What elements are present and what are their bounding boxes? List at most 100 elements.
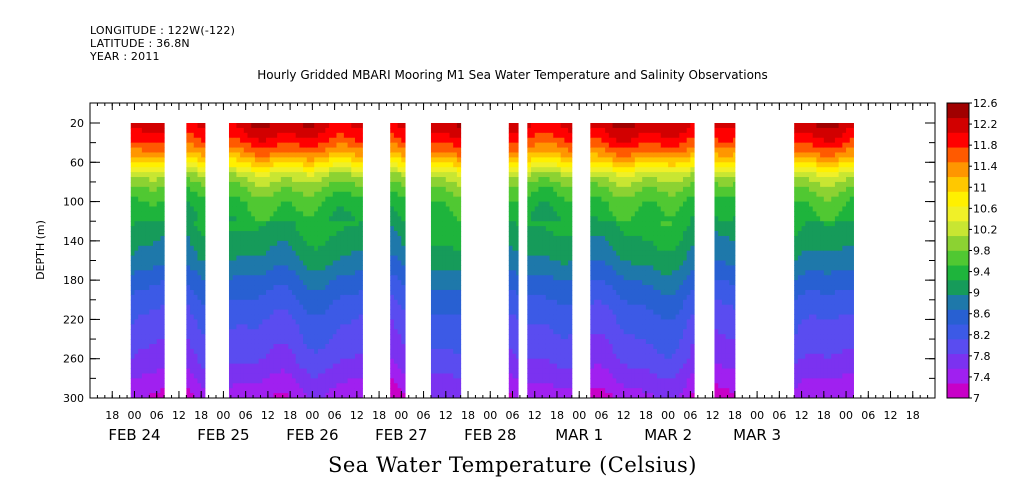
heatmap-cell: [193, 245, 198, 252]
heatmap-cell: [291, 127, 297, 134]
heatmap-cell: [605, 177, 610, 183]
heatmap-cell: [251, 280, 256, 286]
heatmap-cell: [538, 309, 543, 316]
heatmap-cell: [556, 186, 562, 193]
heatmap-cell: [623, 339, 628, 345]
heatmap-cell: [269, 373, 274, 379]
heatmap-cell: [193, 196, 198, 203]
heatmap-cell: [258, 177, 263, 183]
heatmap-cell: [193, 167, 198, 173]
heatmap-cell: [325, 216, 330, 222]
heatmap-cell: [201, 206, 206, 212]
heatmap-cell: [153, 226, 158, 232]
heatmap-cell: [594, 196, 599, 203]
heatmap-cell: [354, 235, 360, 242]
heatmap-cell: [329, 172, 334, 178]
heatmap-cell: [560, 235, 565, 242]
heatmap-cell: [273, 201, 278, 207]
heatmap-cell: [564, 132, 569, 139]
heatmap-cell: [325, 231, 330, 237]
heatmap-cell: [545, 334, 551, 340]
heatmap-cell: [262, 255, 267, 261]
heatmap-cell: [254, 339, 260, 345]
heatmap-cell: [332, 270, 337, 276]
heatmap-cell: [512, 358, 517, 365]
heatmap-cell: [430, 191, 436, 198]
heatmap-cell: [527, 177, 532, 183]
heatmap-cell: [186, 348, 191, 355]
heatmap-cell: [134, 393, 139, 399]
heatmap-cell: [354, 339, 360, 345]
heatmap-cell: [266, 191, 271, 198]
heatmap-cell: [197, 294, 202, 301]
heatmap-cell: [145, 334, 150, 340]
heatmap-cell: [251, 383, 256, 389]
heatmap-cell: [542, 314, 547, 320]
heatmap-cell: [527, 304, 532, 311]
heatmap-cell: [393, 334, 399, 340]
heatmap-cell: [232, 167, 237, 173]
heatmap-cell: [527, 309, 532, 316]
heatmap-cell: [445, 157, 450, 163]
heatmap-cell: [553, 309, 558, 316]
heatmap-cell: [397, 245, 402, 252]
heatmap-cell: [314, 162, 319, 168]
heatmap-cell: [269, 201, 274, 207]
heatmap-cell: [608, 250, 614, 257]
heatmap-cell: [397, 177, 402, 183]
heatmap-cell: [201, 343, 206, 350]
heatmap-cell: [134, 285, 139, 291]
heatmap-cell: [631, 309, 636, 316]
heatmap-cell: [303, 211, 308, 217]
heatmap-cell: [538, 240, 543, 247]
heatmap-cell: [612, 196, 617, 203]
heatmap-cell: [138, 137, 143, 144]
heatmap-cell: [295, 231, 300, 237]
heatmap-cell: [445, 275, 450, 281]
heatmap-cell: [310, 235, 315, 242]
heatmap-cell: [597, 216, 602, 222]
heatmap-cell: [314, 231, 319, 237]
heatmap-cell: [273, 147, 278, 153]
heatmap-cell: [201, 319, 206, 325]
heatmap-cell: [262, 221, 267, 227]
heatmap-cell: [616, 206, 621, 212]
heatmap-cell: [232, 363, 237, 370]
heatmap-cell: [623, 373, 628, 379]
heatmap-cell: [347, 294, 352, 301]
heatmap-cell: [269, 240, 274, 247]
heatmap-cell: [545, 324, 551, 330]
heatmap-cell: [190, 211, 195, 217]
heatmap-cell: [397, 196, 402, 203]
heatmap-cell: [340, 378, 345, 384]
heatmap-cell: [325, 294, 330, 301]
heatmap-cell: [456, 216, 462, 222]
heatmap-cell: [277, 123, 282, 129]
heatmap-cell: [232, 348, 237, 355]
heatmap-cell: [303, 201, 308, 207]
heatmap-cell: [193, 299, 198, 306]
heatmap-cell: [284, 235, 289, 242]
heatmap-cell: [397, 270, 402, 276]
heatmap-cell: [568, 231, 573, 237]
heatmap-cell: [186, 314, 191, 320]
heatmap-cell: [303, 206, 308, 212]
heatmap-cell: [351, 191, 356, 198]
heatmap-cell: [445, 196, 450, 203]
heatmap-cell: [299, 216, 304, 222]
heatmap-cell: [299, 255, 304, 261]
heatmap-cell: [236, 280, 241, 286]
heatmap-cell: [512, 368, 517, 374]
heatmap-cell: [314, 147, 319, 153]
heatmap-cell: [542, 378, 547, 384]
heatmap-cell: [564, 358, 569, 365]
heatmap-cell: [597, 304, 602, 311]
heatmap-cell: [616, 235, 621, 242]
heatmap-cell: [568, 167, 573, 173]
heatmap-cell: [145, 231, 150, 237]
heatmap-cell: [247, 270, 252, 276]
heatmap-cell: [295, 226, 300, 232]
heatmap-cell: [594, 172, 599, 178]
heatmap-cell: [605, 280, 610, 286]
heatmap-cell: [236, 314, 241, 320]
